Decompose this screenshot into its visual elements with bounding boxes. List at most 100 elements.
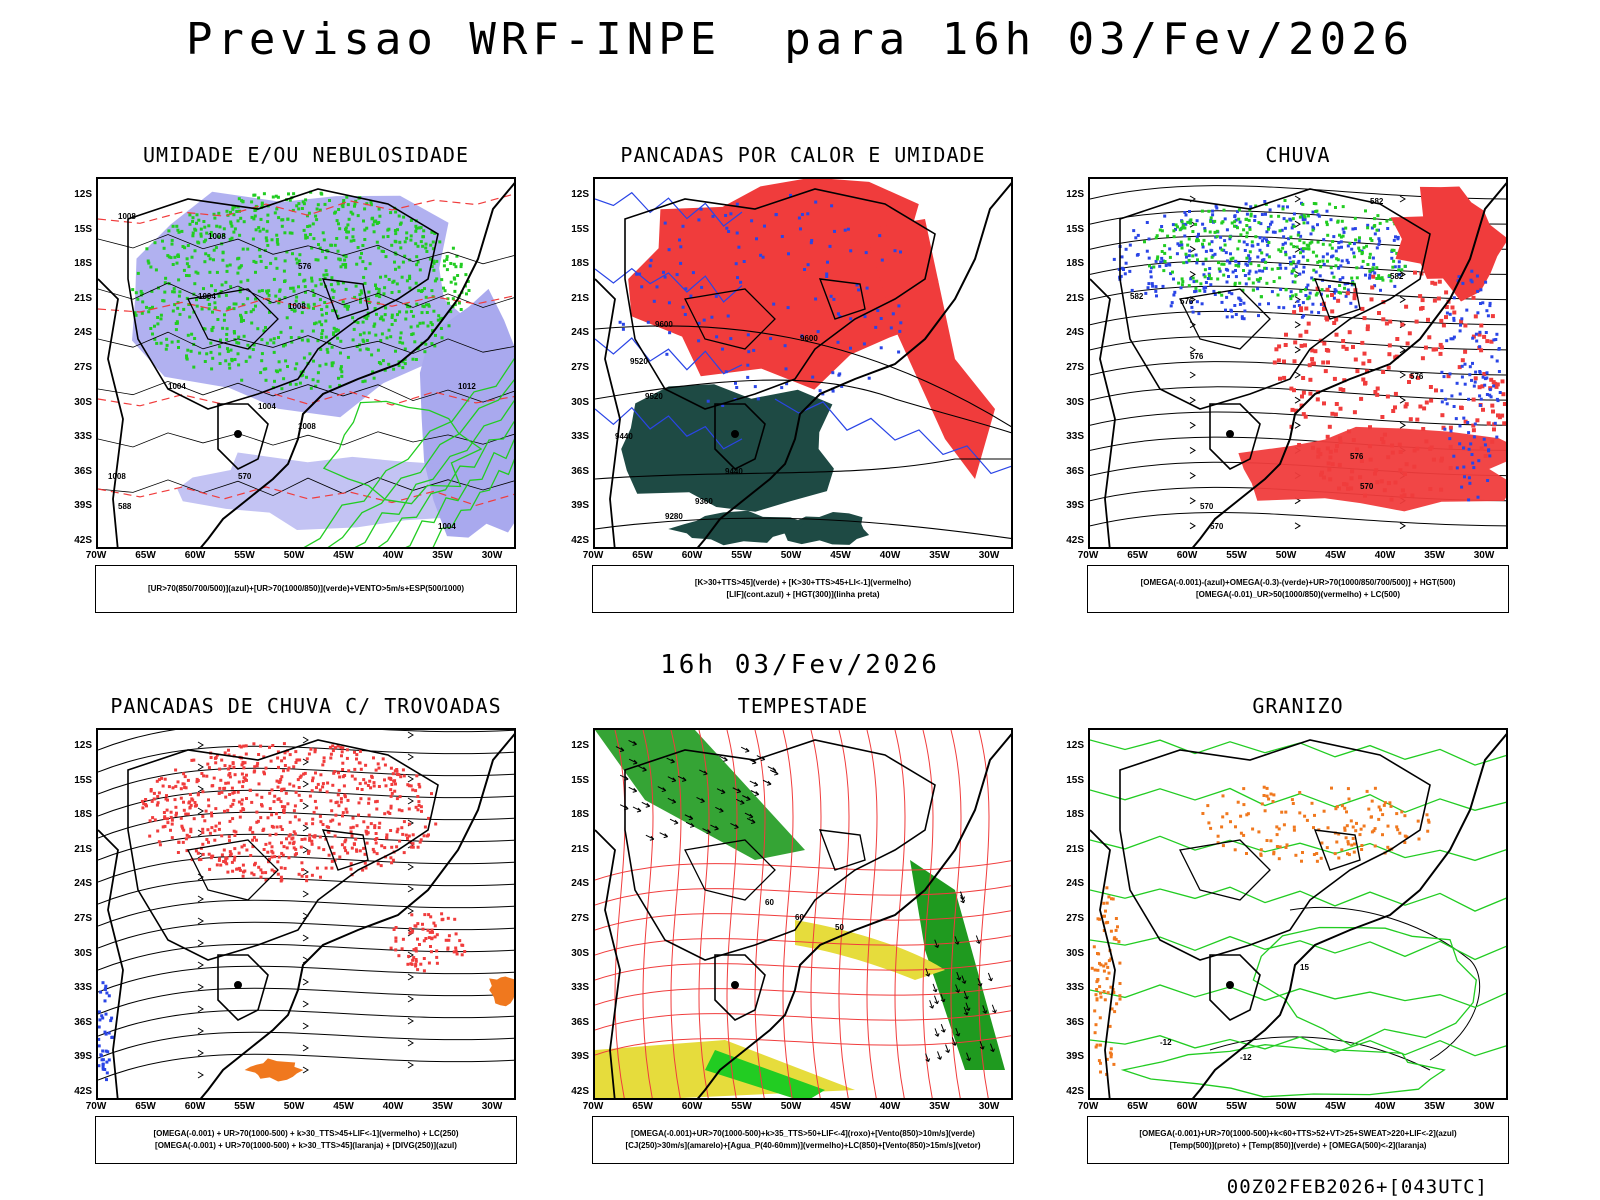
lon-tick-label: 55W (731, 1101, 752, 1112)
pressure-contours (98, 234, 514, 497)
lat-tick-label: 24S (74, 878, 92, 890)
lat-tick-label: 18S (74, 258, 92, 270)
lon-tick-label: 40W (879, 1101, 901, 1112)
lat-tick-label: 30S (74, 396, 92, 408)
lon-tick-label: 70W (582, 550, 604, 561)
lat-tick-label: 12S (74, 189, 92, 200)
lat-tick-label: 27S (74, 362, 92, 373)
omega500-orange (1201, 785, 1431, 863)
lon-tick-label: 70W (85, 550, 107, 561)
contour-label: 9600 (800, 334, 818, 343)
omega-azul-area (1112, 200, 1407, 321)
contour-label: 60 (765, 898, 774, 907)
lat-tick-label: 27S (571, 362, 589, 373)
contour-label: -12 (1160, 1038, 1172, 1047)
lc850-streamlines (595, 730, 1011, 1098)
lat-tick-label: 33S (1066, 431, 1084, 443)
lon-tick-label: 35W (1424, 1101, 1445, 1112)
legend-line: [OMEGA(-0.001)-(azul)+OMEGA(-0.3)-(verde… (1140, 578, 1456, 587)
lat-tick-label: 15S (74, 774, 92, 786)
legend-box: [K>30+TTS>45](verde) + [K>30+TTS>45+LI<-… (592, 565, 1014, 613)
lon-tick-label: 55W (731, 550, 752, 561)
lat-tick-label: 39S (74, 1051, 92, 1063)
wind-vectors (615, 739, 997, 1062)
lat-tick-label: 18S (571, 809, 589, 821)
lon-tick-label: 45W (1325, 550, 1346, 561)
legend-box: [OMEGA(-0.001)-(azul)+OMEGA(-0.3)-(verde… (1087, 565, 1509, 613)
run-info: 00Z02FEB2026+[043UTC] (1226, 1176, 1488, 1198)
lat-tick-label: 21S (1066, 843, 1084, 855)
lat-tick-label: 24S (571, 327, 589, 339)
contour-labels: 60 50 60 (765, 898, 844, 932)
contour-label: 576 (1410, 372, 1424, 381)
lon-tick-label: 50W (780, 1101, 802, 1112)
lon-tick-label: 65W (1127, 1101, 1148, 1112)
contour-label: 1008 (208, 232, 226, 241)
lat-tick-label: 33S (74, 431, 92, 443)
contour-label: 1004 (198, 292, 216, 301)
lat-tick-label: 15S (1066, 223, 1084, 235)
lat-tick-label: 42S (571, 1086, 589, 1097)
contour-label: 576 (1180, 297, 1194, 306)
lat-tick-label: 42S (1066, 1086, 1084, 1097)
lat-tick-label: 21S (571, 292, 589, 304)
lon-tick-label: 35W (432, 1101, 453, 1112)
lat-tick-label: 27S (1066, 913, 1084, 924)
panel-title: PANCADAS DE CHUVA C/ TROVOADAS (110, 694, 502, 718)
instability-k-tts-area (621, 384, 834, 512)
lon-tick-label: 60W (681, 550, 703, 561)
lon-tick-label: 40W (879, 550, 901, 561)
legend-box: [OMEGA(-0.001) + UR>70(1000-500) + k>30_… (95, 1116, 517, 1164)
contour-label: 50 (835, 923, 844, 932)
contour-label: 9520 (630, 357, 648, 366)
lat-tick-label: 18S (1066, 258, 1084, 270)
omega500-orange-west (1090, 886, 1122, 1076)
lon-tick-label: 65W (135, 1101, 156, 1112)
map-plot: 1008 1008 1004 1004 1004 1008 1008 1008 1012 576 5… (96, 177, 516, 549)
lon-tick-label: 60W (1176, 1101, 1198, 1112)
map-plot (96, 728, 516, 1100)
lon-tick-label: 45W (333, 1101, 354, 1112)
lat-tick-label: 30S (571, 947, 589, 959)
legend-line: [Temp(500)](preto) + [Temp(850)](verde) … (1169, 1141, 1427, 1150)
main-title: Previsao WRF-INPE para 16h 03/Fev/2026 (185, 14, 1415, 65)
lon-tick-label: 35W (432, 550, 453, 561)
contour-label: 576 (1190, 352, 1204, 361)
panel-title: GRANIZO (1252, 694, 1344, 718)
contour-labels: -12 -12 15 (1160, 963, 1309, 1062)
lat-tick-label: 39S (571, 500, 589, 512)
lon-tick-label: 50W (1275, 550, 1297, 561)
lon-tick-label: 30W (1473, 1101, 1495, 1112)
lon-tick-label: 70W (85, 1101, 107, 1112)
map-plot: 60 50 60 (593, 728, 1013, 1100)
contour-label: 1004 (258, 402, 276, 411)
legend-line: [OMEGA(-0.001)+UR>70(1000-500)+k<60+TTS>… (1139, 1129, 1457, 1138)
lat-tick-label: 30S (1066, 947, 1084, 959)
legend-box: [OMEGA(-0.001)+UR>70(1000-500)+k<60+TTS>… (1087, 1116, 1509, 1164)
storm-red-area (140, 742, 438, 883)
lon-tick-label: 60W (681, 1101, 703, 1112)
coastline-borders (595, 182, 1011, 547)
omega-ur-red-area (1390, 186, 1506, 302)
lat-tick-label: 42S (74, 1086, 92, 1097)
lon-tick-label: 45W (1325, 1101, 1346, 1112)
lat-tick-label: 33S (571, 431, 589, 443)
thickness-contours (98, 193, 514, 507)
legend-box: [UR>70(850/700/500)](azul)+[UR>70(1000/8… (95, 565, 517, 613)
lat-tick-label: 24S (1066, 327, 1084, 339)
instability-li-area (628, 179, 944, 390)
coastline-borders (98, 733, 514, 1098)
contour-label: 588 (118, 502, 132, 511)
lon-tick-label: 60W (184, 550, 206, 561)
lon-tick-label: 65W (1127, 550, 1148, 561)
lon-tick-label: 30W (481, 1101, 503, 1112)
panel-title: UMIDADE E/OU NEBULOSIDADE (142, 143, 470, 167)
contour-label: 570 (1200, 502, 1214, 511)
lif-contours-small (618, 193, 903, 407)
lon-tick-label: 50W (283, 550, 305, 561)
contour-label: 1008 (108, 472, 126, 481)
lon-tick-label: 50W (780, 550, 802, 561)
lat-tick-label: 36S (74, 465, 92, 477)
lat-tick-label: 21S (571, 843, 589, 855)
lon-tick-label: 30W (481, 550, 503, 561)
